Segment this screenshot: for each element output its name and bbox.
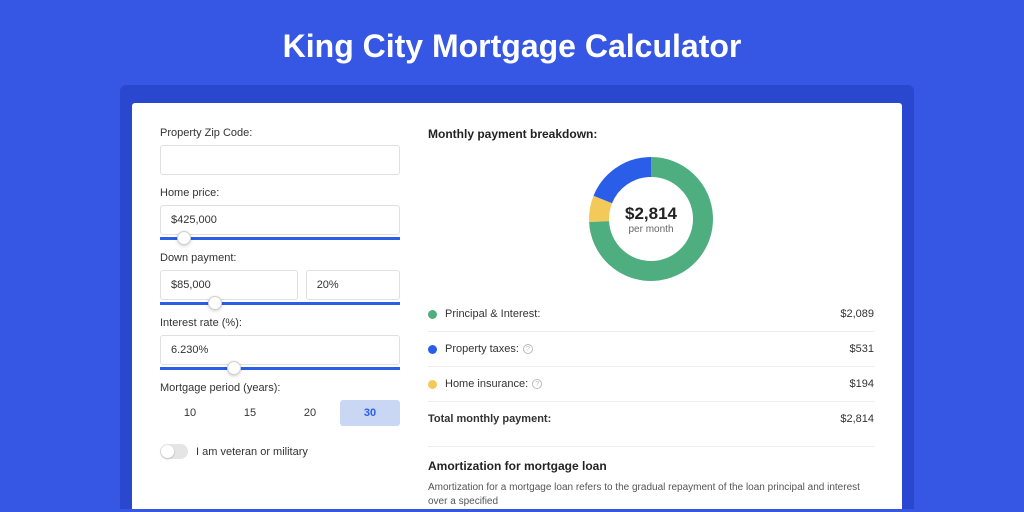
veteran-row: I am veteran or military <box>160 444 400 459</box>
calculator-card: Property Zip Code: Home price: Down paym… <box>132 103 902 509</box>
home-price-slider-thumb[interactable] <box>177 231 191 245</box>
breakdown-title: Monthly payment breakdown: <box>428 127 874 141</box>
breakdown-items: Principal & Interest:$2,089 Property taxe… <box>428 301 874 397</box>
breakdown-value: $194 <box>850 378 874 390</box>
period-buttons: 10152030 <box>160 400 400 426</box>
donut-wrap: $2,814 per month <box>428 155 874 283</box>
donut-center: $2,814 per month <box>587 155 715 283</box>
zip-group: Property Zip Code: <box>160 127 400 175</box>
veteran-label: I am veteran or military <box>196 446 308 458</box>
interest-label: Interest rate (%): <box>160 317 400 329</box>
period-btn-30[interactable]: 30 <box>340 400 400 426</box>
breakdown-row: Property taxes:?$531 <box>428 336 874 362</box>
home-price-slider[interactable] <box>160 237 400 240</box>
down-payment-slider-thumb[interactable] <box>208 296 222 310</box>
breakdown-label: Home insurance:? <box>445 378 850 390</box>
zip-input[interactable] <box>160 145 400 175</box>
interest-group: Interest rate (%): <box>160 317 400 370</box>
divider <box>428 331 874 332</box>
total-value: $2,814 <box>840 413 874 425</box>
home-price-input[interactable] <box>160 205 400 235</box>
breakdown-label: Principal & Interest: <box>445 308 840 320</box>
down-payment-group: Down payment: <box>160 252 400 305</box>
home-price-label: Home price: <box>160 187 400 199</box>
amortization-text: Amortization for a mortgage loan refers … <box>428 481 874 509</box>
total-row: Total monthly payment: $2,814 <box>428 406 874 432</box>
breakdown-dot <box>428 380 437 389</box>
info-icon[interactable]: ? <box>532 379 542 389</box>
donut-amount: $2,814 <box>625 204 677 224</box>
down-payment-label: Down payment: <box>160 252 400 264</box>
veteran-toggle[interactable] <box>160 444 188 459</box>
period-group: Mortgage period (years): 10152030 <box>160 382 400 426</box>
breakdown-dot <box>428 310 437 319</box>
breakdown-row: Principal & Interest:$2,089 <box>428 301 874 327</box>
zip-label: Property Zip Code: <box>160 127 400 139</box>
amortization-section: Amortization for mortgage loan Amortizat… <box>428 446 874 509</box>
breakdown-value: $531 <box>850 343 874 355</box>
breakdown-dot <box>428 345 437 354</box>
donut-chart: $2,814 per month <box>587 155 715 283</box>
divider <box>428 366 874 367</box>
page-title: King City Mortgage Calculator <box>0 0 1024 85</box>
interest-slider-thumb[interactable] <box>227 361 241 375</box>
period-btn-10[interactable]: 10 <box>160 400 220 426</box>
period-btn-20[interactable]: 20 <box>280 400 340 426</box>
home-price-group: Home price: <box>160 187 400 240</box>
breakdown-label: Property taxes:? <box>445 343 850 355</box>
breakdown-value: $2,089 <box>840 308 874 320</box>
breakdown-row: Home insurance:?$194 <box>428 371 874 397</box>
interest-slider[interactable] <box>160 367 400 370</box>
veteran-toggle-knob <box>161 445 174 458</box>
breakdown-panel: Monthly payment breakdown: $2,814 per mo… <box>412 127 902 509</box>
total-label: Total monthly payment: <box>428 413 840 425</box>
card-shadow: Property Zip Code: Home price: Down paym… <box>120 85 914 509</box>
interest-input[interactable] <box>160 335 400 365</box>
down-payment-pct-input[interactable] <box>306 270 400 300</box>
period-label: Mortgage period (years): <box>160 382 400 394</box>
down-payment-input[interactable] <box>160 270 298 300</box>
donut-sub: per month <box>628 224 673 235</box>
form-panel: Property Zip Code: Home price: Down paym… <box>132 127 412 509</box>
down-payment-slider[interactable] <box>160 302 400 305</box>
amortization-title: Amortization for mortgage loan <box>428 459 874 473</box>
info-icon[interactable]: ? <box>523 344 533 354</box>
divider <box>428 401 874 402</box>
period-btn-15[interactable]: 15 <box>220 400 280 426</box>
